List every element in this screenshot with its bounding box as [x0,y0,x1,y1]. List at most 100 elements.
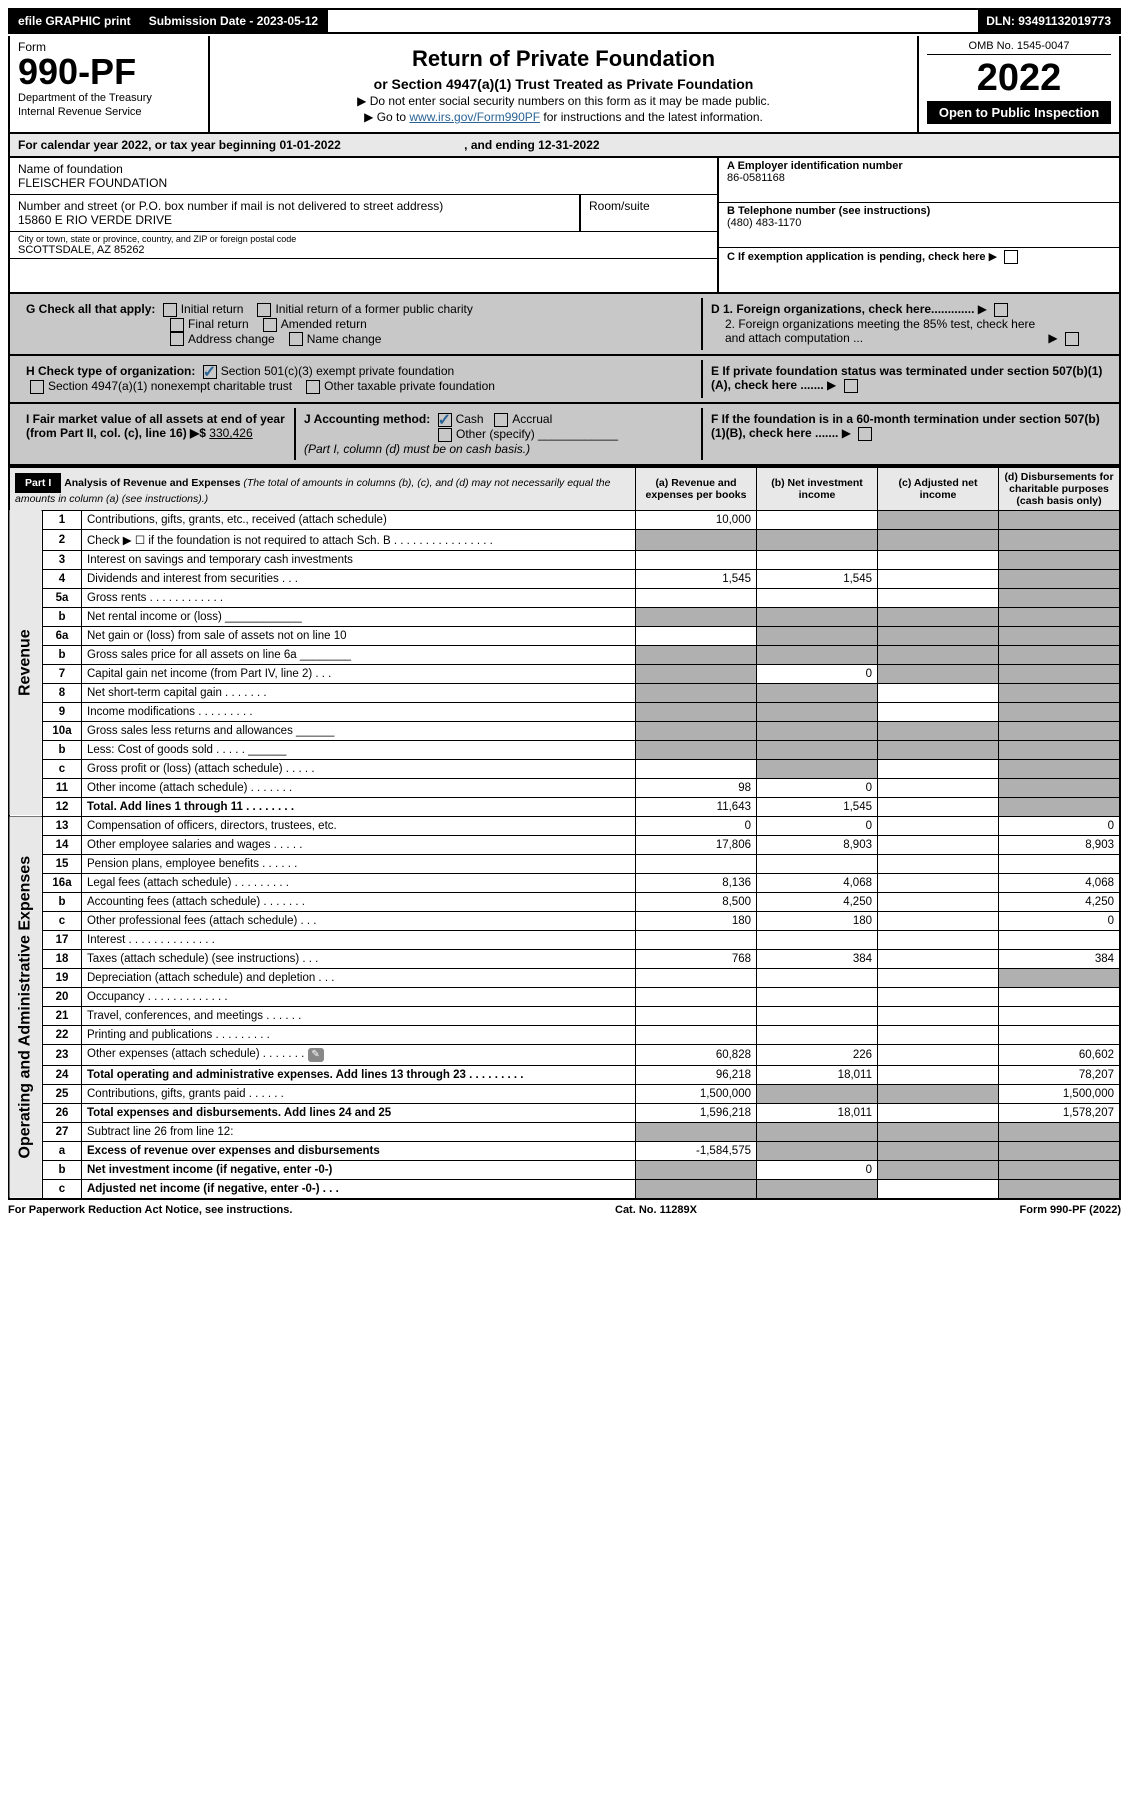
g-amended[interactable] [263,318,277,332]
j-accrual[interactable] [494,413,508,427]
cell-c [878,740,999,759]
cell-a [636,759,757,778]
attachment-icon[interactable]: ✎ [308,1048,324,1062]
cell-a: 10,000 [636,510,757,529]
h-e-row: H Check type of organization: Section 50… [8,356,1121,404]
cell-a: 1,500,000 [636,1084,757,1103]
row-number: 2 [43,529,82,550]
row-desc: Depreciation (attach schedule) and deple… [82,968,636,987]
cell-a [636,664,757,683]
row-desc: Other expenses (attach schedule) . . . .… [82,1044,636,1065]
table-row: 26Total expenses and disbursements. Add … [9,1103,1120,1122]
d1-checkbox[interactable] [994,303,1008,317]
table-row: 8Net short-term capital gain . . . . . .… [9,683,1120,702]
cell-c [878,510,999,529]
cell-a: 1,596,218 [636,1103,757,1122]
part1-title: Analysis of Revenue and Expenses [64,477,240,489]
cell-a: 1,545 [636,569,757,588]
g-initial-return[interactable] [163,303,177,317]
revenue-side-label: Revenue [9,510,43,816]
cell-d: 60,602 [999,1044,1121,1065]
h-4947[interactable] [30,380,44,394]
i-j-f-row: I Fair market value of all assets at end… [8,404,1121,466]
row-desc: Gross sales less returns and allowances … [82,721,636,740]
row-number: b [43,607,82,626]
row-number: b [43,1160,82,1179]
part1-table: Part I Analysis of Revenue and Expenses … [8,466,1121,1200]
tel-value: (480) 483-1170 [727,217,1111,229]
row-desc: Travel, conferences, and meetings . . . … [82,1006,636,1025]
cell-a [636,854,757,873]
g-address-change[interactable] [170,332,184,346]
cell-b [757,510,878,529]
ein-value: 86-0581168 [727,172,1111,184]
row-desc: Dividends and interest from securities .… [82,569,636,588]
row-desc: Pension plans, employee benefits . . . .… [82,854,636,873]
calendar-year-row: For calendar year 2022, or tax year begi… [8,134,1121,158]
row-number: 10a [43,721,82,740]
cell-d: 0 [999,816,1121,835]
cell-b [757,968,878,987]
g-initial-former[interactable] [257,303,271,317]
e-checkbox[interactable] [844,379,858,393]
cell-b [757,1179,878,1199]
row-number: 20 [43,987,82,1006]
irs-link[interactable]: www.irs.gov/Form990PF [409,110,540,124]
city-state-zip: SCOTTSDALE, AZ 85262 [18,244,709,256]
cell-d [999,550,1121,569]
cell-a [636,683,757,702]
h-501c3[interactable] [203,365,217,379]
cell-c [878,911,999,930]
j-other[interactable] [438,428,452,442]
table-row: bLess: Cost of goods sold . . . . . ____… [9,740,1120,759]
cell-d [999,930,1121,949]
row-number: 12 [43,797,82,816]
cell-b [757,1006,878,1025]
table-row: Operating and Administrative Expenses13C… [9,816,1120,835]
table-row: 21Travel, conferences, and meetings . . … [9,1006,1120,1025]
cell-c [878,664,999,683]
cell-c [878,702,999,721]
cell-a [636,1160,757,1179]
note-ssn: ▶ Do not enter social security numbers o… [230,94,897,108]
cell-b [757,550,878,569]
cell-c [878,529,999,550]
name-label: Name of foundation [18,162,709,176]
row-number: 13 [43,816,82,835]
tel-label: B Telephone number (see instructions) [727,205,1111,217]
i-value: 330,426 [209,426,252,440]
f-checkbox[interactable] [858,427,872,441]
h-other-taxable[interactable] [306,380,320,394]
c-checkbox[interactable] [1004,250,1018,264]
cell-d [999,721,1121,740]
cell-a [636,1179,757,1199]
table-row: 18Taxes (attach schedule) (see instructi… [9,949,1120,968]
g-final-return[interactable] [170,318,184,332]
cell-b: 4,068 [757,873,878,892]
cell-c [878,778,999,797]
d2-checkbox[interactable] [1065,332,1079,346]
cell-c [878,1179,999,1199]
cell-c [878,569,999,588]
row-desc: Contributions, gifts, grants paid . . . … [82,1084,636,1103]
cell-d [999,626,1121,645]
cell-d: 384 [999,949,1121,968]
efile-label: efile GRAPHIC print [10,10,141,32]
city-label: City or town, state or province, country… [18,234,709,244]
cell-c [878,683,999,702]
row-desc: Net short-term capital gain . . . . . . … [82,683,636,702]
cell-d [999,1179,1121,1199]
cell-c [878,588,999,607]
cell-b [757,930,878,949]
g-name-change[interactable] [289,332,303,346]
cell-d: 78,207 [999,1065,1121,1084]
cell-b [757,1122,878,1141]
table-row: cOther professional fees (attach schedul… [9,911,1120,930]
table-row: bNet investment income (if negative, ent… [9,1160,1120,1179]
cell-a [636,529,757,550]
j-cash[interactable] [438,413,452,427]
cell-c [878,816,999,835]
col-c-header: (c) Adjusted net income [878,467,999,511]
table-row: 22Printing and publications . . . . . . … [9,1025,1120,1044]
row-number: 23 [43,1044,82,1065]
